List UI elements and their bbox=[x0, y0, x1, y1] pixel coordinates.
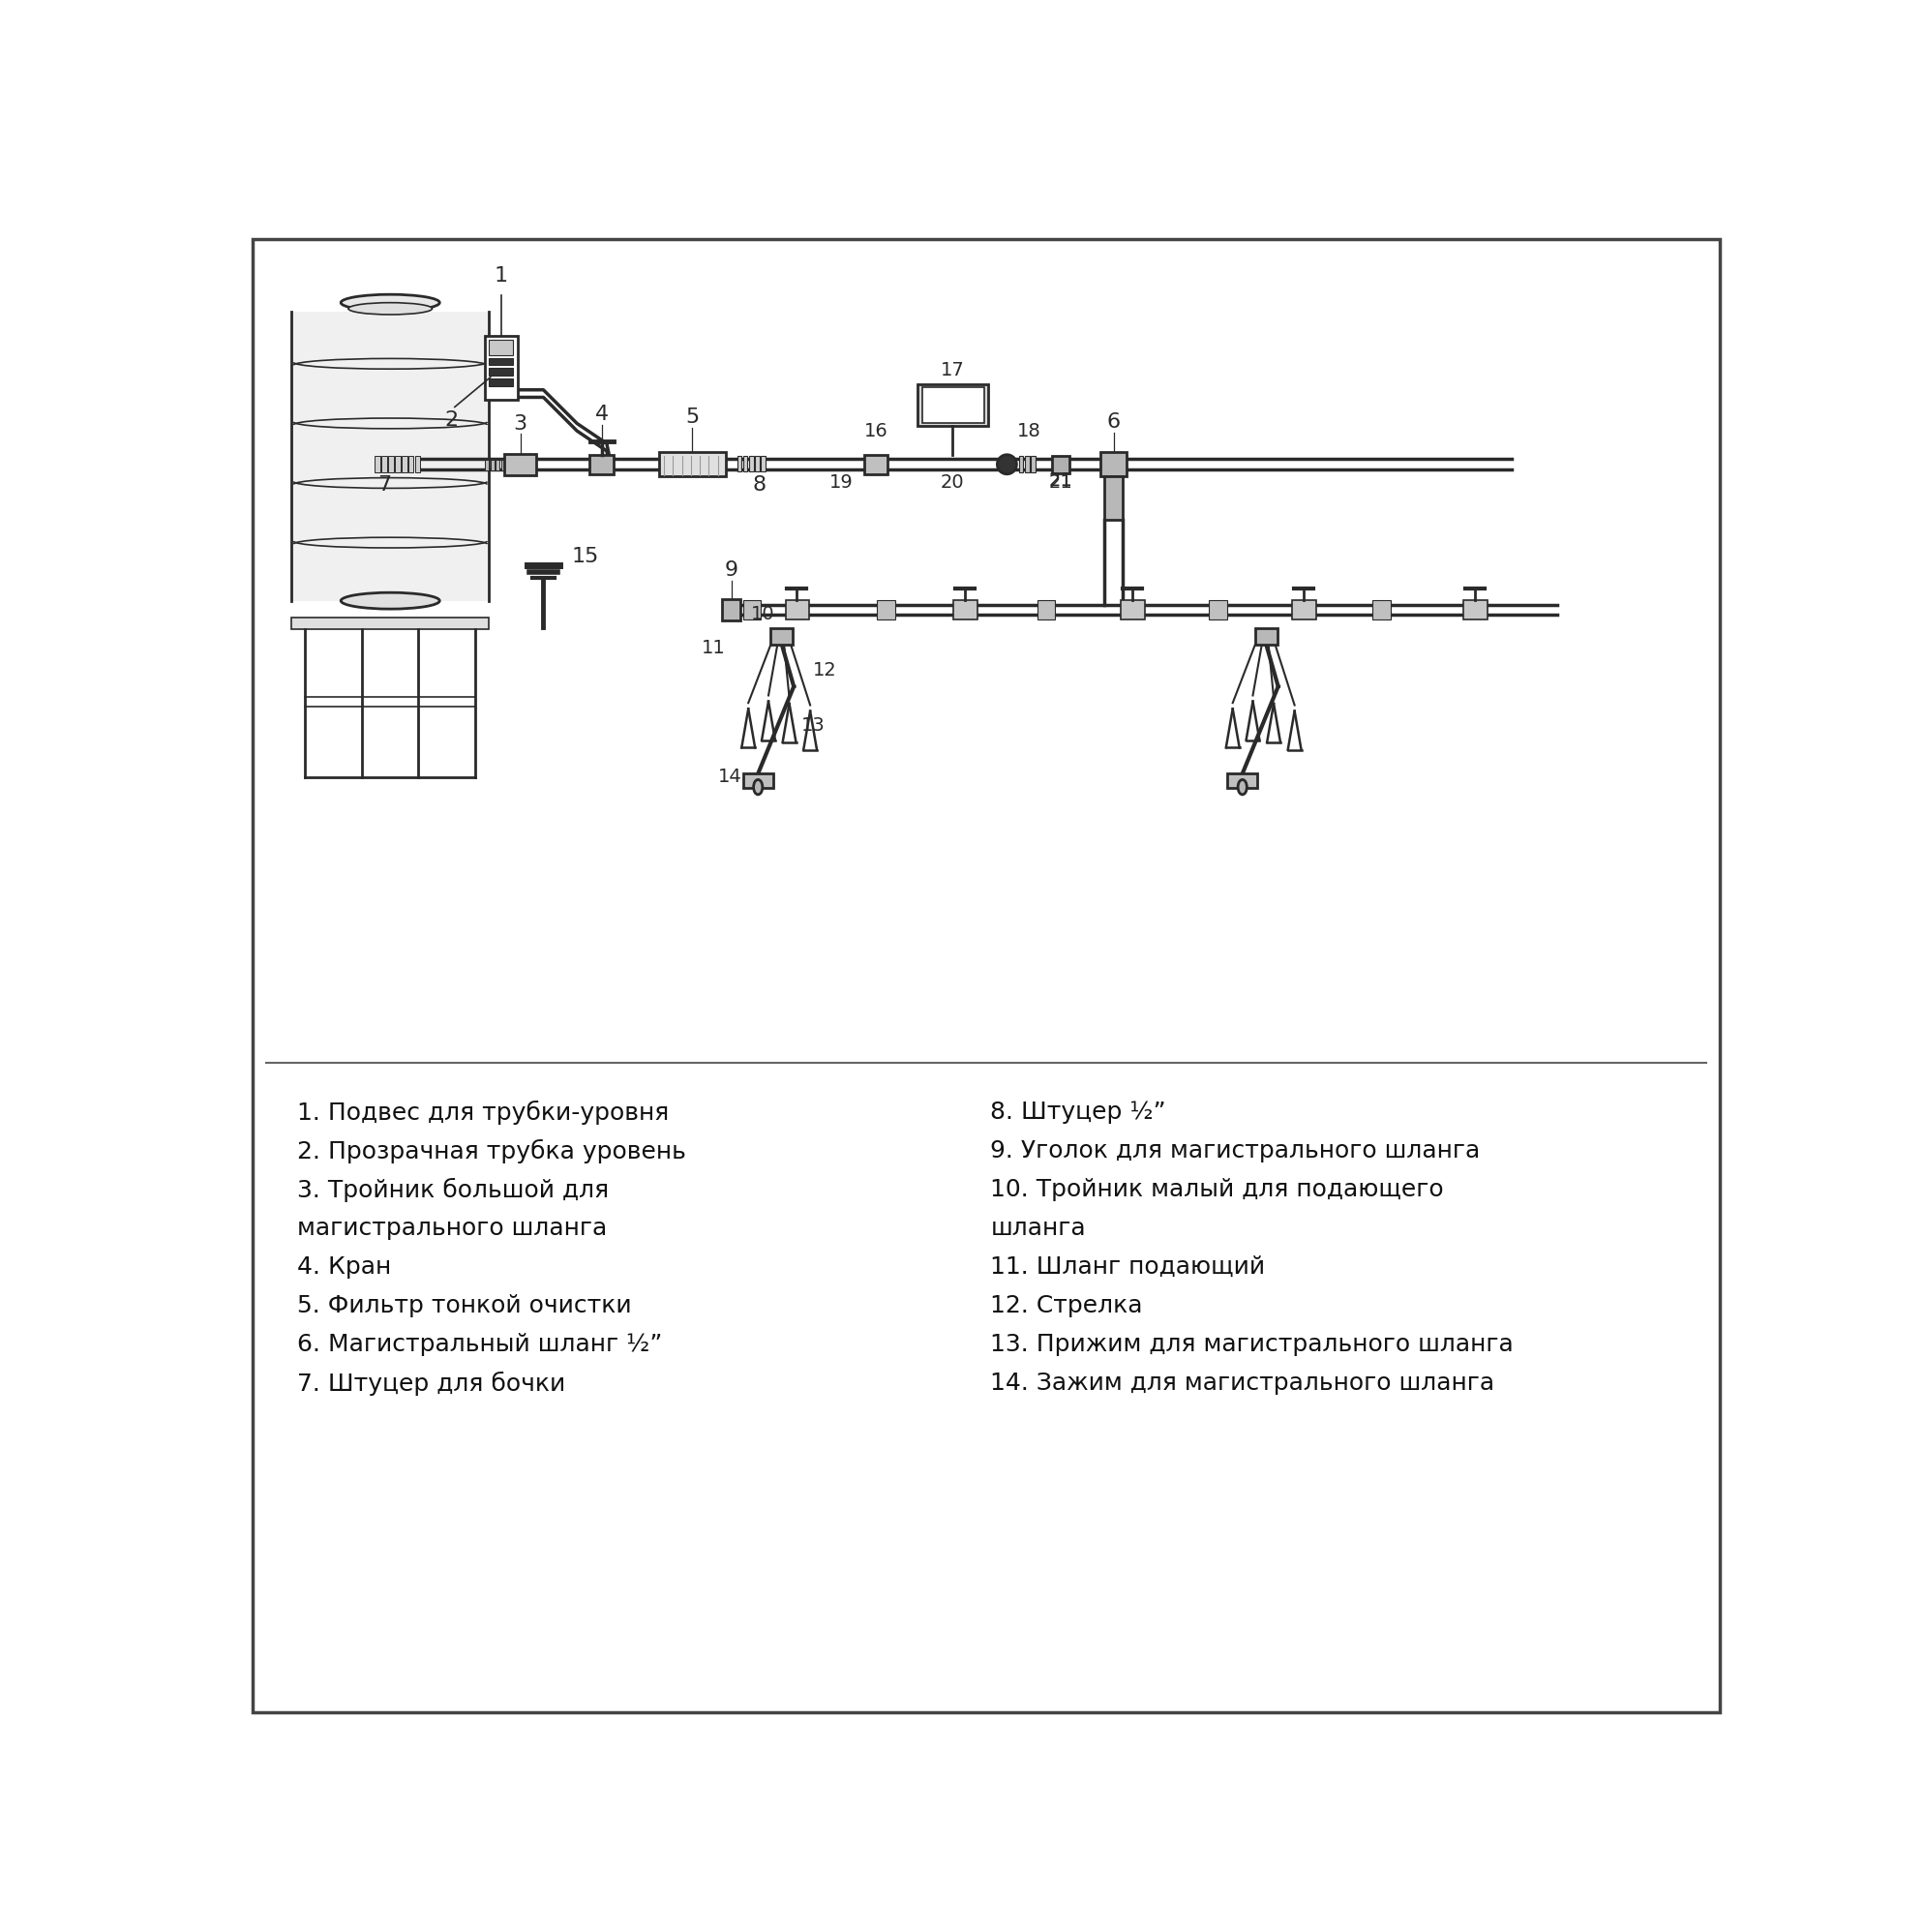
Text: 20: 20 bbox=[941, 473, 964, 491]
Text: 10: 10 bbox=[750, 605, 775, 624]
Text: шланга: шланга bbox=[991, 1217, 1085, 1240]
Bar bbox=[762, 456, 766, 471]
Bar bbox=[877, 601, 895, 620]
Text: 12: 12 bbox=[814, 661, 837, 680]
Ellipse shape bbox=[1237, 781, 1247, 794]
Ellipse shape bbox=[348, 303, 433, 315]
Bar bbox=[1464, 601, 1487, 620]
Bar bbox=[922, 388, 983, 423]
Bar bbox=[1254, 628, 1278, 645]
Bar bbox=[1037, 601, 1056, 620]
Text: 3: 3 bbox=[514, 413, 527, 433]
Text: 13. Прижим для магистрального шланга: 13. Прижим для магистрального шланга bbox=[991, 1333, 1514, 1356]
Bar bbox=[1052, 456, 1070, 473]
Text: 9. Уголок для магистрального шланга: 9. Уголок для магистрального шланга bbox=[991, 1138, 1480, 1163]
Bar bbox=[952, 601, 977, 620]
Bar bbox=[1228, 773, 1256, 788]
Bar bbox=[1122, 601, 1145, 620]
Text: 5: 5 bbox=[685, 408, 698, 427]
Bar bbox=[785, 601, 810, 620]
Bar bbox=[748, 456, 754, 471]
Bar bbox=[737, 456, 741, 471]
Bar bbox=[408, 456, 414, 473]
Bar bbox=[485, 336, 518, 400]
Bar bbox=[1208, 601, 1228, 620]
Text: 2. Прозрачная трубка уровень: 2. Прозрачная трубка уровень bbox=[298, 1138, 687, 1163]
Text: 18: 18 bbox=[1018, 423, 1041, 440]
Bar bbox=[754, 456, 760, 471]
Text: 12. Стрелка: 12. Стрелка bbox=[991, 1294, 1143, 1318]
Bar bbox=[489, 369, 514, 375]
Ellipse shape bbox=[754, 781, 762, 794]
Bar bbox=[489, 379, 514, 386]
Bar bbox=[485, 460, 489, 469]
Text: 5. Фильтр тонкой очистки: 5. Фильтр тонкой очистки bbox=[298, 1294, 631, 1318]
Bar bbox=[1293, 601, 1316, 620]
Ellipse shape bbox=[341, 294, 439, 311]
Text: 7: 7 bbox=[377, 475, 391, 495]
Bar bbox=[489, 340, 514, 355]
Bar bbox=[1031, 456, 1035, 473]
Bar bbox=[1104, 477, 1122, 520]
Text: 4: 4 bbox=[595, 406, 608, 425]
Bar bbox=[381, 456, 387, 473]
Bar bbox=[918, 384, 989, 425]
Bar bbox=[394, 456, 400, 473]
Text: 11: 11 bbox=[702, 638, 725, 657]
Text: 19: 19 bbox=[829, 473, 854, 491]
Text: 8. Штуцер ½”: 8. Штуцер ½” bbox=[991, 1099, 1166, 1122]
Text: 14. Зажим для магистрального шланга: 14. Зажим для магистрального шланга bbox=[991, 1372, 1495, 1395]
Bar bbox=[491, 460, 494, 469]
Bar bbox=[589, 454, 614, 473]
Bar bbox=[1020, 456, 1024, 473]
Text: магистрального шланга: магистрального шланга bbox=[298, 1217, 608, 1240]
Bar bbox=[658, 452, 725, 477]
Text: 1. Подвес для трубки-уровня: 1. Подвес для трубки-уровня bbox=[298, 1099, 670, 1124]
Circle shape bbox=[997, 454, 1016, 473]
Text: 2: 2 bbox=[444, 412, 458, 431]
Text: 17: 17 bbox=[941, 361, 964, 379]
Text: 21: 21 bbox=[1049, 473, 1072, 491]
Bar bbox=[375, 456, 381, 473]
Text: 3. Тройник большой для: 3. Тройник большой для bbox=[298, 1179, 610, 1202]
Bar bbox=[402, 456, 408, 473]
Bar bbox=[292, 616, 489, 630]
Text: 6. Магистральный шланг ½”: 6. Магистральный шланг ½” bbox=[298, 1333, 662, 1356]
Text: 7. Штуцер для бочки: 7. Штуцер для бочки bbox=[298, 1372, 566, 1395]
Bar bbox=[504, 454, 537, 475]
Bar bbox=[416, 456, 421, 473]
Text: 6: 6 bbox=[1106, 412, 1120, 431]
Text: 8: 8 bbox=[752, 475, 766, 495]
Bar bbox=[1025, 456, 1029, 473]
Bar bbox=[489, 357, 514, 365]
Bar bbox=[743, 456, 748, 471]
Bar bbox=[496, 460, 500, 469]
Text: 13: 13 bbox=[800, 717, 825, 734]
Bar bbox=[292, 311, 489, 601]
Text: 14: 14 bbox=[718, 767, 741, 786]
Bar bbox=[1374, 601, 1391, 620]
Text: 15: 15 bbox=[571, 547, 598, 566]
Bar bbox=[864, 454, 887, 473]
Bar bbox=[389, 456, 394, 473]
Text: 9: 9 bbox=[723, 560, 739, 580]
Bar bbox=[743, 773, 773, 788]
Bar bbox=[722, 599, 741, 620]
Text: 11. Шланг подающий: 11. Шланг подающий bbox=[991, 1256, 1266, 1279]
Bar bbox=[743, 601, 762, 620]
Bar bbox=[1101, 452, 1126, 477]
Text: 4. Кран: 4. Кран bbox=[298, 1256, 392, 1279]
Text: 21: 21 bbox=[1049, 471, 1072, 491]
Ellipse shape bbox=[341, 593, 439, 609]
Text: 16: 16 bbox=[864, 423, 887, 440]
Text: 10. Тройник малый для подающего: 10. Тройник малый для подающего bbox=[991, 1179, 1445, 1202]
Bar bbox=[500, 460, 504, 469]
Bar bbox=[772, 628, 793, 645]
Text: 1: 1 bbox=[494, 267, 508, 286]
